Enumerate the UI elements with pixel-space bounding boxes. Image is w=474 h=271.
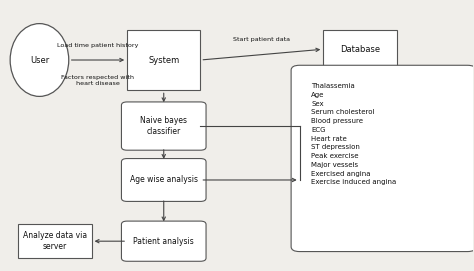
- Ellipse shape: [10, 24, 69, 96]
- FancyBboxPatch shape: [291, 65, 474, 251]
- Text: Database: Database: [340, 45, 380, 54]
- Text: Load time patient history: Load time patient history: [57, 43, 138, 48]
- Text: Factors respected with
heart disease: Factors respected with heart disease: [62, 75, 135, 86]
- Text: System: System: [148, 56, 179, 64]
- Bar: [323, 30, 397, 69]
- Text: Thalassemia
Age
Sex
Serum cholesterol
Blood pressure
ECG
Heart rate
ST depressio: Thalassemia Age Sex Serum cholesterol Bl…: [311, 83, 397, 185]
- Text: Analyze data via
server: Analyze data via server: [23, 231, 87, 251]
- Text: User: User: [30, 56, 49, 64]
- Text: Start patient data: Start patient data: [233, 37, 290, 43]
- Bar: [127, 30, 201, 90]
- Text: Age wise analysis: Age wise analysis: [130, 176, 198, 185]
- Text: Naive bayes
classifier: Naive bayes classifier: [140, 116, 187, 136]
- FancyBboxPatch shape: [121, 221, 206, 261]
- FancyBboxPatch shape: [121, 102, 206, 150]
- Text: Patient analysis: Patient analysis: [133, 237, 194, 246]
- FancyBboxPatch shape: [121, 159, 206, 201]
- Bar: [18, 224, 91, 258]
